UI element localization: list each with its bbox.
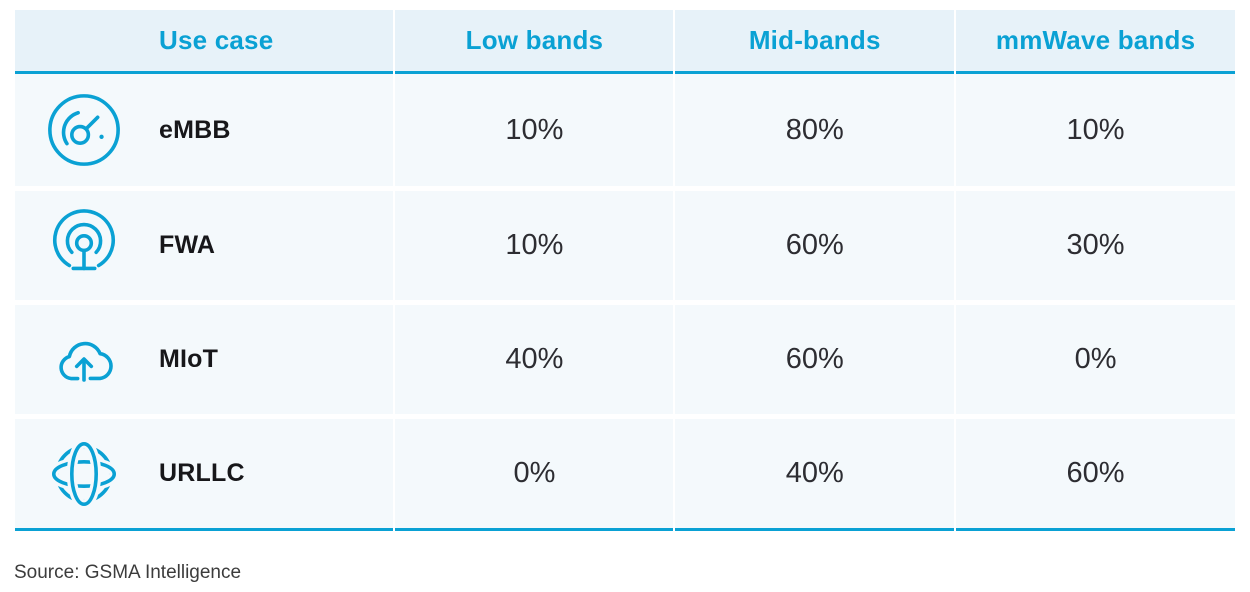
use-case-cell: eMBB <box>15 74 394 186</box>
col-header-use-case: Use case <box>15 10 394 74</box>
antenna-icon <box>45 207 123 285</box>
value-cell-low: 10% <box>395 186 674 300</box>
value-cell-mmwave: 30% <box>956 186 1235 300</box>
table-row-miot: MIoT 40% 60% 0% <box>15 300 1235 414</box>
use-case-cell: FWA <box>15 186 394 300</box>
use-case-label: URLLC <box>159 459 245 487</box>
value-cell-low: 40% <box>395 300 674 414</box>
value-cell-mmwave: 10% <box>956 74 1235 186</box>
speedometer-icon <box>45 91 123 169</box>
table-header-row: Use case Low bands Mid-bands mmWave band… <box>15 10 1235 74</box>
value-cell-mmwave: 0% <box>956 300 1235 414</box>
spectrum-usage-table: Use case Low bands Mid-bands mmWave band… <box>13 10 1237 531</box>
table-row-embb: eMBB 10% 80% 10% <box>15 74 1235 186</box>
value-cell-low: 0% <box>395 414 674 531</box>
value-cell-mmwave: 60% <box>956 414 1235 531</box>
value-cell-mid: 80% <box>675 74 955 186</box>
col-header-mmwave-bands: mmWave bands <box>956 10 1235 74</box>
use-case-label: MIoT <box>159 345 219 373</box>
spectrum-usage-table-figure: Use case Low bands Mid-bands mmWave band… <box>13 10 1237 531</box>
col-header-mid-bands: Mid-bands <box>675 10 955 74</box>
use-case-label: eMBB <box>159 115 231 144</box>
globe-icon <box>45 435 123 513</box>
value-cell-mid: 60% <box>675 186 955 300</box>
use-case-cell: URLLC <box>15 414 394 531</box>
table-row-fwa: FWA 10% 60% 30% <box>15 186 1235 300</box>
cloud-upload-icon <box>45 321 123 399</box>
table-row-urllc: URLLC 0% 40% 60% <box>15 414 1235 531</box>
col-header-low-bands: Low bands <box>395 10 674 74</box>
source-attribution: Source: GSMA Intelligence <box>14 562 242 583</box>
value-cell-low: 10% <box>395 74 674 186</box>
use-case-label: FWA <box>159 231 216 259</box>
value-cell-mid: 60% <box>675 300 955 414</box>
value-cell-mid: 40% <box>675 414 955 531</box>
use-case-cell: MIoT <box>15 300 394 414</box>
